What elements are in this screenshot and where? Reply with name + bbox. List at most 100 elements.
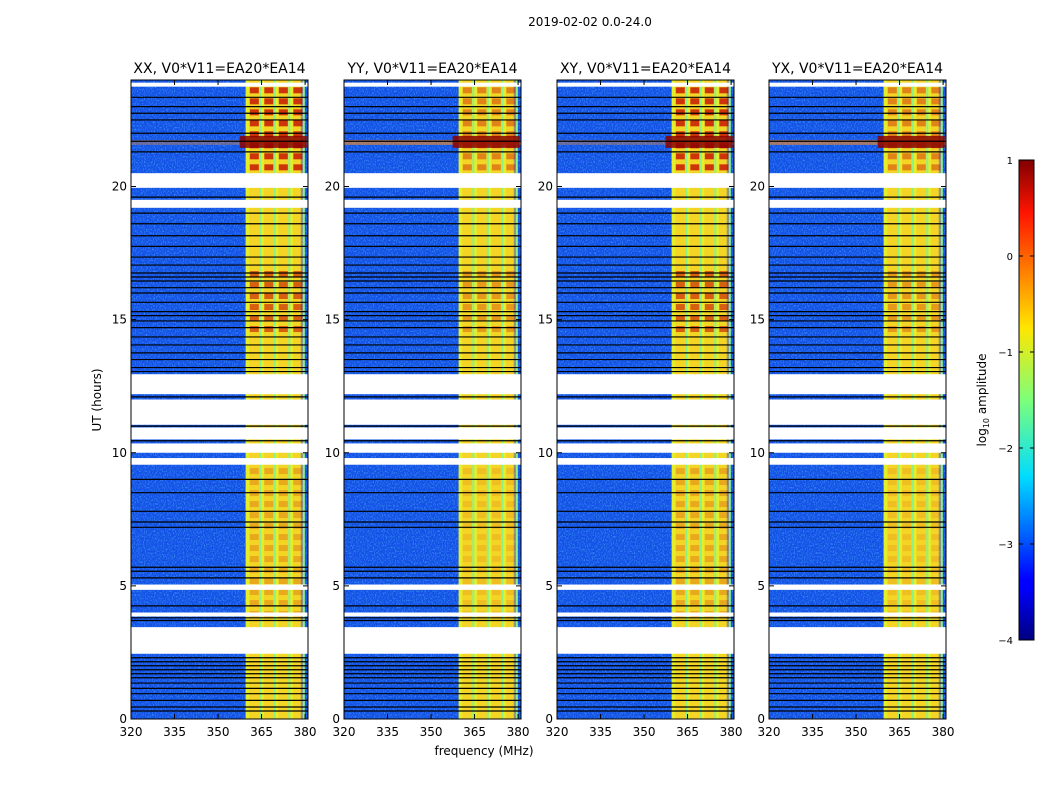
- rfi-hot-cell: [293, 479, 303, 486]
- rfi-hot-cell: [462, 98, 472, 105]
- rfi-hot-cell: [264, 534, 274, 541]
- rfi-hot-cell: [264, 293, 274, 300]
- rfi-hot-cell: [249, 304, 259, 311]
- rfi-hot-cell: [293, 578, 303, 585]
- rfi-hot-cell: [506, 600, 516, 607]
- rfi-hot-cell: [902, 164, 912, 171]
- rfi-hot-cell: [931, 567, 941, 574]
- rfi-hot-cell: [293, 545, 303, 552]
- rfi-hot-cell: [719, 131, 729, 138]
- panel-frame: [343, 79, 522, 720]
- y-tick-label: 5: [332, 579, 340, 593]
- panel-frame: [556, 79, 735, 720]
- rfi-hot-cell: [477, 120, 487, 127]
- rfi-hot-cell: [675, 271, 685, 278]
- rfi-hot-cell: [249, 87, 259, 94]
- rfi-hot-cell: [249, 556, 259, 563]
- rfi-hot-cell: [249, 164, 259, 171]
- flagged-gap: [131, 199, 308, 208]
- rfi-hot-cell: [491, 326, 501, 333]
- rfi-hot-cell: [704, 131, 714, 138]
- rfi-hot-cell: [931, 131, 941, 138]
- rfi-hot-cell: [704, 534, 714, 541]
- y-tick-label: 20: [325, 180, 340, 194]
- rfi-hot-cell: [902, 479, 912, 486]
- rfi-hot-cell: [719, 315, 729, 322]
- rfi-hot-cell: [462, 545, 472, 552]
- rfi-hot-cell: [931, 164, 941, 171]
- rfi-hot-cell: [491, 523, 501, 530]
- rfi-hot-cell: [293, 98, 303, 105]
- x-tick-label: 335: [163, 725, 186, 739]
- rfi-hot-cell: [278, 293, 288, 300]
- rfi-hot-cell: [719, 293, 729, 300]
- rfi-hot-cell: [264, 304, 274, 311]
- rfi-hot-cell: [293, 589, 303, 596]
- rfi-hot-cell: [916, 468, 926, 475]
- rfi-hot-cell: [506, 164, 516, 171]
- rfi-hot-cell: [264, 567, 274, 574]
- y-tick-label: 0: [332, 712, 340, 726]
- x-tick-label: 320: [758, 725, 781, 739]
- rfi-hot-cell: [264, 512, 274, 519]
- rfi-hot-cell: [931, 293, 941, 300]
- rfi-hot-cell: [902, 589, 912, 596]
- rfi-hot-cell: [506, 523, 516, 530]
- rfi-hot-cell: [264, 326, 274, 333]
- rfi-hot-cell: [491, 271, 501, 278]
- rfi-hot-cell: [916, 153, 926, 160]
- flagged-gap: [344, 374, 521, 395]
- rfi-hot-cell: [719, 567, 729, 574]
- rfi-hot-cell: [675, 87, 685, 94]
- rfi-hot-cell: [477, 326, 487, 333]
- rfi-hot-cell: [690, 468, 700, 475]
- rfi-hot-cell: [916, 164, 926, 171]
- rfi-hot-cell: [931, 120, 941, 127]
- y-tick-label: 0: [119, 712, 127, 726]
- y-tick-label: 15: [112, 313, 127, 327]
- rfi-hot-cell: [690, 131, 700, 138]
- rfi-hot-cell: [887, 578, 897, 585]
- rfi-hot-cell: [293, 109, 303, 116]
- flagged-gap: [769, 82, 946, 87]
- panel-title: XX, V0*V11=EA20*EA14: [133, 61, 305, 77]
- rfi-hot-cell: [887, 567, 897, 574]
- rfi-hot-cell: [491, 589, 501, 596]
- rfi-hot-cell: [278, 153, 288, 160]
- rfi-hot-cell: [887, 153, 897, 160]
- flagged-gap: [344, 82, 521, 87]
- rfi-hot-cell: [916, 567, 926, 574]
- flagged-gap: [344, 199, 521, 208]
- rfi-hot-cell: [264, 545, 274, 552]
- rfi-hot-cell: [477, 523, 487, 530]
- rfi-hot-cell: [690, 326, 700, 333]
- rfi-hot-cell: [462, 282, 472, 289]
- flagged-gap: [769, 443, 946, 453]
- rfi-hot-cell: [293, 164, 303, 171]
- rfi-hot-cell: [293, 304, 303, 311]
- rfi-hot-cell: [902, 578, 912, 585]
- rfi-hot-cell: [675, 567, 685, 574]
- streak-hot-band: [452, 135, 520, 148]
- rfi-hot-cell: [462, 131, 472, 138]
- rfi-hot-cell: [931, 578, 941, 585]
- rfi-hot-cell: [704, 326, 714, 333]
- x-tick-label: 350: [845, 725, 868, 739]
- rfi-hot-cell: [719, 589, 729, 596]
- flagged-gap: [131, 584, 308, 590]
- rfi-hot-cell: [916, 293, 926, 300]
- rfi-hot-cell: [719, 556, 729, 563]
- x-tick-label: 320: [546, 725, 569, 739]
- flagged-gap: [344, 612, 521, 617]
- rfi-hot-cell: [477, 131, 487, 138]
- rfi-hot-cell: [278, 501, 288, 508]
- colorbar-tick-label: −3: [998, 540, 1013, 551]
- rfi-hot-cell: [887, 589, 897, 596]
- x-tick-label: 335: [589, 725, 612, 739]
- broadband-streak: [344, 139, 521, 145]
- rfi-hot-cell: [477, 87, 487, 94]
- panel-frame: [768, 79, 947, 720]
- rfi-hot-cell: [704, 578, 714, 585]
- rfi-hot-cell: [887, 109, 897, 116]
- y-tick-label: 5: [119, 579, 127, 593]
